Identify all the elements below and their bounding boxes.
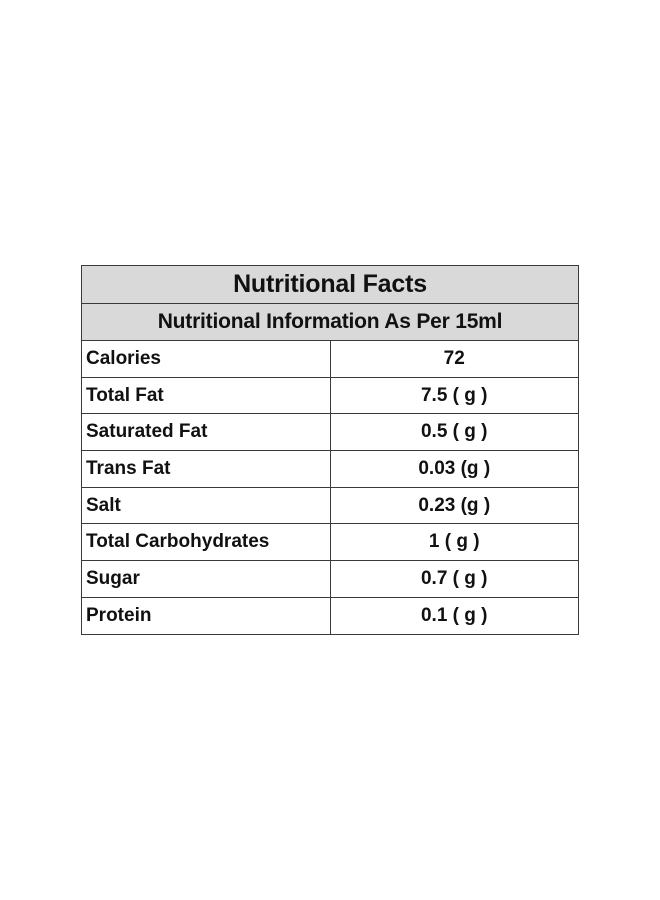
nutrient-value: 0.03 (g ) xyxy=(329,450,579,488)
nutrient-name: Total Fat xyxy=(81,376,331,415)
nutrient-name: Sugar xyxy=(81,560,331,598)
table-row: Trans Fat 0.03 (g ) xyxy=(81,450,579,488)
nutrient-name: Trans Fat xyxy=(81,450,331,488)
nutrient-name: Saturated Fat xyxy=(81,413,331,452)
table-row: Sugar 0.7 ( g ) xyxy=(81,560,579,598)
table-row: Protein 0.1 ( g ) xyxy=(81,596,579,635)
nutrient-name: Total Carbohydrates xyxy=(81,523,331,562)
table-title: Nutritional Facts xyxy=(81,265,579,304)
nutrition-facts-table: Nutritional Facts Nutritional Informatio… xyxy=(81,265,579,635)
nutrient-value: 0.5 ( g ) xyxy=(329,413,579,452)
table-title-row: Nutritional Facts xyxy=(81,265,579,304)
table-row: Total Carbohydrates 1 ( g ) xyxy=(81,523,579,562)
nutrient-value: 0.1 ( g ) xyxy=(329,596,579,635)
table-row: Saturated Fat 0.5 ( g ) xyxy=(81,413,579,452)
table-subtitle: Nutritional Information As Per 15ml xyxy=(81,303,579,341)
table-subtitle-row: Nutritional Information As Per 15ml xyxy=(81,303,579,341)
nutrient-value: 0.23 (g ) xyxy=(329,486,579,525)
nutrient-value: 72 xyxy=(329,340,579,378)
nutrient-value: 0.7 ( g ) xyxy=(329,560,579,598)
table-row: Total Fat 7.5 ( g ) xyxy=(81,376,579,415)
nutrient-name: Protein xyxy=(81,596,331,635)
nutrient-name: Salt xyxy=(81,486,331,525)
nutrient-name: Calories xyxy=(81,340,331,378)
nutrient-value: 7.5 ( g ) xyxy=(329,376,579,415)
table-row: Salt 0.23 (g ) xyxy=(81,486,579,525)
nutrient-value: 1 ( g ) xyxy=(329,523,579,562)
table-row: Calories 72 xyxy=(81,340,579,378)
